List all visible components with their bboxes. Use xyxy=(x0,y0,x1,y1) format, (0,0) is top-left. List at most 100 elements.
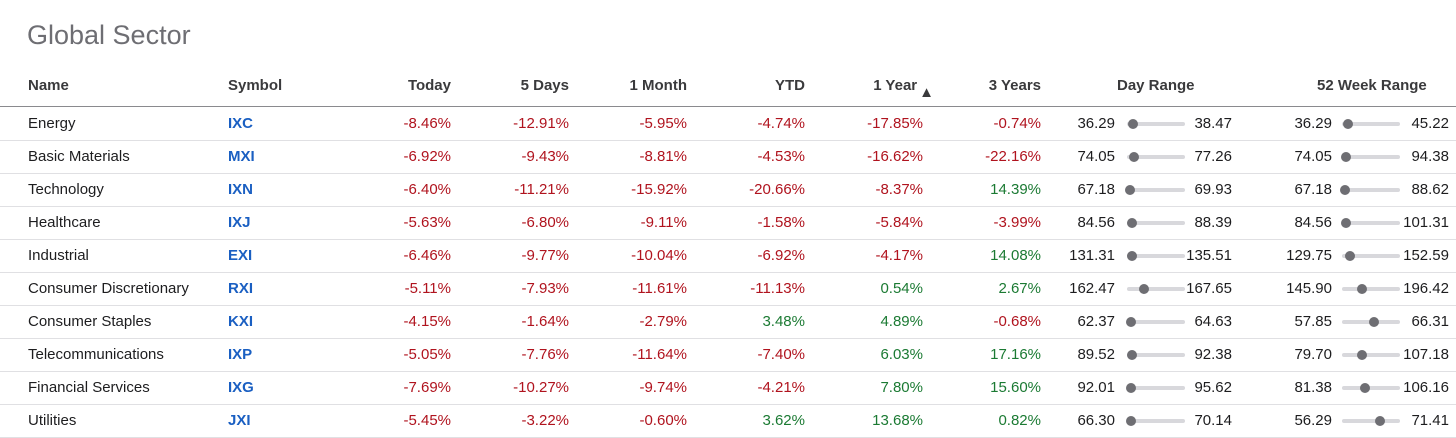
table-row[interactable]: Industrial EXI -6.46% -9.77% -10.04% -6.92% -4… xyxy=(0,239,1456,273)
day-range-marker xyxy=(1126,218,1137,228)
col-header-day-range[interactable]: Day Range xyxy=(1117,77,1195,94)
day-range-bar xyxy=(1126,416,1185,426)
week52-range-bar xyxy=(1342,383,1400,393)
week52-range-high: 45.22 xyxy=(1411,115,1449,132)
day-range-high: 70.14 xyxy=(1194,412,1232,429)
col-header-name[interactable]: Name xyxy=(28,77,69,94)
table-row[interactable]: Consumer Discretionary RXI -5.11% -7.93% -11… xyxy=(0,272,1456,306)
change-1-month: -11.61% xyxy=(632,280,687,297)
col-header-52-week-range[interactable]: 52 Week Range xyxy=(1317,77,1427,94)
table-row[interactable]: Financial Services IXG -7.69% -10.27% -9.74%… xyxy=(0,371,1456,405)
week52-range-marker xyxy=(1357,350,1368,360)
change-ytd: -4.53% xyxy=(757,148,805,165)
week52-range-low: 56.29 xyxy=(1294,412,1332,429)
change-5-days: -7.76% xyxy=(521,346,569,363)
day-range-low: 92.01 xyxy=(1077,379,1115,396)
change-1-year: -17.85% xyxy=(867,115,923,132)
sector-name: Technology xyxy=(28,181,104,198)
week52-range-low: 81.38 xyxy=(1294,379,1332,396)
change-1-year: 4.89% xyxy=(880,313,923,330)
change-5-days: -3.22% xyxy=(521,412,569,429)
table-row[interactable]: Consumer Staples KXI -4.15% -1.64% -2.79% 3.4… xyxy=(0,305,1456,339)
sector-name: Consumer Staples xyxy=(28,313,152,330)
day-range-bar xyxy=(1126,317,1185,327)
symbol-link[interactable]: JXI xyxy=(228,412,251,429)
symbol-link[interactable]: IXG xyxy=(228,379,254,396)
week52-range-high: 106.16 xyxy=(1403,379,1449,396)
week52-range-bar xyxy=(1342,284,1400,294)
symbol-link[interactable]: IXC xyxy=(228,115,254,132)
col-header-today[interactable]: Today xyxy=(407,77,451,94)
change-3-years: 14.39% xyxy=(990,181,1041,198)
change-5-days: -6.80% xyxy=(521,214,569,231)
day-range-high: 88.39 xyxy=(1194,214,1232,231)
day-range-marker xyxy=(1127,119,1138,129)
change-1-year: 6.03% xyxy=(880,346,923,363)
change-5-days: -12.91% xyxy=(513,115,569,132)
change-1-month: -8.81% xyxy=(639,148,687,165)
sector-name: Industrial xyxy=(28,247,89,264)
day-range-bar xyxy=(1126,251,1185,261)
week52-range-high: 152.59 xyxy=(1403,247,1449,264)
change-today: -6.46% xyxy=(403,247,451,264)
col-header-1-month[interactable]: 1 Month xyxy=(629,77,688,94)
week52-range-marker xyxy=(1341,152,1352,162)
symbol-link[interactable]: MXI xyxy=(228,148,255,165)
table-row[interactable]: Energy IXC -8.46% -12.91% -5.95% -4.74% -17.85… xyxy=(0,107,1456,141)
change-1-year: 13.68% xyxy=(872,412,923,429)
change-today: -6.92% xyxy=(403,148,451,165)
change-today: -5.11% xyxy=(404,280,451,297)
sector-name: Healthcare xyxy=(28,214,101,231)
change-5-days: -9.43% xyxy=(521,148,569,165)
symbol-link[interactable]: RXI xyxy=(228,280,254,297)
change-1-year: 0.54% xyxy=(880,280,923,297)
change-today: -4.15% xyxy=(403,313,451,330)
day-range-bar xyxy=(1126,383,1185,393)
week52-range-bar xyxy=(1342,251,1400,261)
day-range-high: 77.26 xyxy=(1194,148,1232,165)
symbol-link[interactable]: KXI xyxy=(228,313,254,330)
day-range-high: 167.65 xyxy=(1186,280,1232,297)
table-row[interactable]: Healthcare IXJ -5.63% -6.80% -9.11% -1.58% -5.… xyxy=(0,206,1456,240)
change-ytd: -4.21% xyxy=(757,379,805,396)
symbol-link[interactable]: IXJ xyxy=(228,214,251,231)
week52-range-high: 66.31 xyxy=(1411,313,1449,330)
change-today: -6.40% xyxy=(403,181,451,198)
day-range-low: 162.47 xyxy=(1069,280,1115,297)
col-header-5-days[interactable]: 5 Days xyxy=(520,77,569,94)
change-ytd: -11.13% xyxy=(750,280,805,297)
symbol-link[interactable]: EXI xyxy=(228,247,253,264)
change-3-years: 14.08% xyxy=(990,247,1041,264)
day-range-high: 64.63 xyxy=(1194,313,1232,330)
day-range-marker xyxy=(1126,350,1137,360)
week52-range-high: 196.42 xyxy=(1403,280,1449,297)
day-range-high: 69.93 xyxy=(1194,181,1232,198)
col-header-symbol[interactable]: Symbol xyxy=(228,77,283,94)
day-range-low: 67.18 xyxy=(1077,181,1115,198)
change-1-month: -9.11% xyxy=(640,214,687,231)
week52-range-bar xyxy=(1341,218,1400,228)
week52-range-low: 145.90 xyxy=(1286,280,1332,297)
symbol-link[interactable]: IXN xyxy=(228,181,254,198)
table-row[interactable]: Utilities JXI -5.45% -3.22% -0.60% 3.62% 13.68… xyxy=(0,404,1456,438)
week52-range-marker xyxy=(1341,218,1352,228)
table-header: Name Symbol Today 5 Days 1 Month YTD 1 Y… xyxy=(0,70,1456,107)
change-3-years: 17.16% xyxy=(990,346,1041,363)
col-header-ytd[interactable]: YTD xyxy=(775,77,805,94)
sector-name: Utilities xyxy=(28,412,77,429)
change-1-year: -5.84% xyxy=(875,214,923,231)
col-header-1-year[interactable]: 1 Year ▲ xyxy=(873,77,934,101)
col-header-3-years[interactable]: 3 Years xyxy=(988,77,1041,94)
table-row[interactable]: Technology IXN -6.40% -11.21% -15.92% -20.66%… xyxy=(0,173,1456,207)
change-1-month: -5.95% xyxy=(639,115,687,132)
week52-range-low: 36.29 xyxy=(1294,115,1332,132)
table-row[interactable]: Basic Materials MXI -6.92% -9.43% -8.81% -4.5… xyxy=(0,140,1456,174)
day-range-marker xyxy=(1126,317,1137,327)
table-row[interactable]: Telecommunications IXP -5.05% -7.76% -11.64%… xyxy=(0,338,1456,372)
day-range-low: 66.30 xyxy=(1077,412,1115,429)
symbol-link[interactable]: IXP xyxy=(228,346,253,363)
sector-name: Consumer Discretionary xyxy=(28,280,189,297)
day-range-bar xyxy=(1127,284,1185,294)
change-ytd: -7.40% xyxy=(757,346,805,363)
sector-name: Basic Materials xyxy=(28,148,130,165)
